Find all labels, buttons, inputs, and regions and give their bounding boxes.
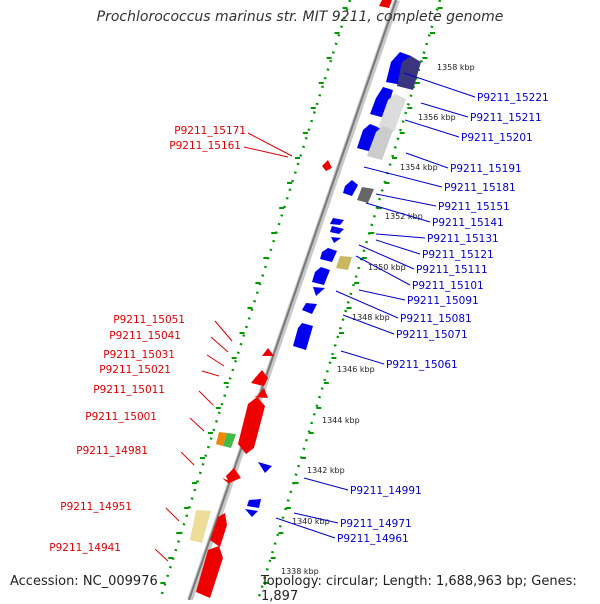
tick-label: 1356 kbp [418, 113, 456, 122]
tick-label: 1358 kbp [437, 63, 475, 72]
gene-label: P9211_15181 [444, 182, 516, 194]
gene-gray-2 [378, 94, 406, 132]
tick-label: 1342 kbp [307, 466, 345, 475]
gene-label: P9211_14951 [60, 501, 132, 513]
gene-label: P9211_15141 [432, 217, 504, 229]
gene-label: P9211_15211 [470, 112, 542, 124]
gene-p9211-14951 [210, 513, 227, 547]
gene-label: P9211_15071 [396, 329, 468, 341]
gene-p9211-15141b [330, 226, 344, 234]
right-leaders [275, 72, 476, 539]
gene-p9211-15141a [330, 218, 344, 225]
gene-label: P9211_15011 [93, 384, 165, 396]
outer-ruler-left [158, 0, 352, 600]
reverse-genes [196, 0, 392, 598]
gene-label: P9211_15041 [109, 330, 181, 342]
tick-label: 1340 kbp [292, 517, 330, 526]
tick-label: 1348 kbp [352, 313, 390, 322]
gene-p9211-15131 [331, 237, 341, 243]
gene-p9211-14981 [226, 468, 241, 483]
gene-p9211-15121 [320, 248, 337, 262]
tick-label: 1344 kbp [322, 416, 360, 425]
gene-label: P9211_15101 [412, 280, 484, 292]
gene-p9211-15222 [379, 0, 392, 8]
gene-p9211-15101 [312, 267, 330, 285]
forward-genes [245, 52, 411, 517]
gene-p9211-14971 [247, 499, 261, 508]
gene-p9211-15171 [322, 160, 332, 171]
gene-label: P9211_15061 [386, 359, 458, 371]
gene-label: P9211_15051 [113, 314, 185, 326]
gene-p9211-15041 [251, 370, 268, 386]
gene-p9211-15091 [313, 287, 325, 296]
gene-label: P9211_15191 [450, 163, 522, 175]
ruler-major-ticks [263, 7, 443, 584]
gene-label: P9211_15131 [427, 233, 499, 245]
gene-orange [216, 432, 227, 446]
gene-label: P9211_14971 [340, 518, 412, 530]
gene-label: P9211_15121 [422, 249, 494, 261]
gene-label: P9211_15201 [461, 132, 533, 144]
gene-p9211-15181 [343, 180, 358, 196]
outer-ruler-right [256, 0, 442, 600]
gene-label: P9211_14961 [337, 533, 409, 545]
genome-title: Prochlorococcus marinus str. MIT 9211, c… [96, 9, 504, 25]
tick-label: 1346 kbp [337, 365, 375, 374]
gene-label: P9211_14991 [350, 485, 422, 497]
gene-label: P9211_15001 [85, 411, 157, 423]
tick-label: 1338 kbp [281, 567, 319, 576]
gene-p9211-15011 [238, 397, 265, 454]
gene-gray-4 [357, 187, 374, 203]
gene-p9211-15061 [293, 323, 313, 350]
gene-p9211-15021 [254, 388, 268, 398]
gene-label: P9211_15021 [99, 364, 171, 376]
gene-label: P9211_15171 [174, 125, 246, 137]
gene-label: P9211_15031 [103, 349, 175, 361]
gene-purple-1 [397, 56, 421, 90]
tick-label: 1352 kbp [385, 212, 423, 221]
gene-p9211-15211 [370, 87, 393, 118]
gene-label: P9211_15111 [416, 264, 488, 276]
ruler-left-ticks [160, 7, 348, 584]
left-labels: P9211_15171 P9211_15161 P9211_15051 P921… [49, 125, 246, 554]
gene-p9211-15001-left [222, 478, 232, 483]
gene-khaki-2 [190, 510, 211, 543]
gene-label: P9211_15161 [169, 140, 241, 152]
gene-p9211-14961 [245, 509, 258, 517]
right-labels: P9211_15221 P9211_15211 P9211_15201 P921… [337, 92, 549, 545]
gene-p9211-15051 [262, 348, 274, 356]
gene-label: P9211_15091 [407, 295, 479, 307]
gene-label: P9211_14941 [49, 542, 121, 554]
gene-gray-3 [367, 126, 393, 160]
tick-label: 1350 kbp [368, 263, 406, 272]
tick-labels: 1358 kbp 1356 kbp 1354 kbp 1352 kbp 1350… [281, 63, 475, 576]
genome-backbone-core [188, 0, 397, 600]
gene-p9211-15081 [302, 303, 317, 314]
accession-text: Accession: NC_009976 [10, 574, 158, 589]
left-leaders [154, 132, 293, 562]
tick-label: 1354 kbp [400, 163, 438, 172]
gene-p9211-14941 [196, 546, 223, 598]
gene-khaki [336, 256, 352, 270]
gene-label: P9211_15081 [400, 313, 472, 325]
gene-label: P9211_14981 [76, 445, 148, 457]
gene-label: P9211_15221 [477, 92, 549, 104]
gene-green [223, 433, 236, 448]
gene-p9211-14991 [258, 462, 272, 473]
gene-label: P9211_15151 [438, 201, 510, 213]
